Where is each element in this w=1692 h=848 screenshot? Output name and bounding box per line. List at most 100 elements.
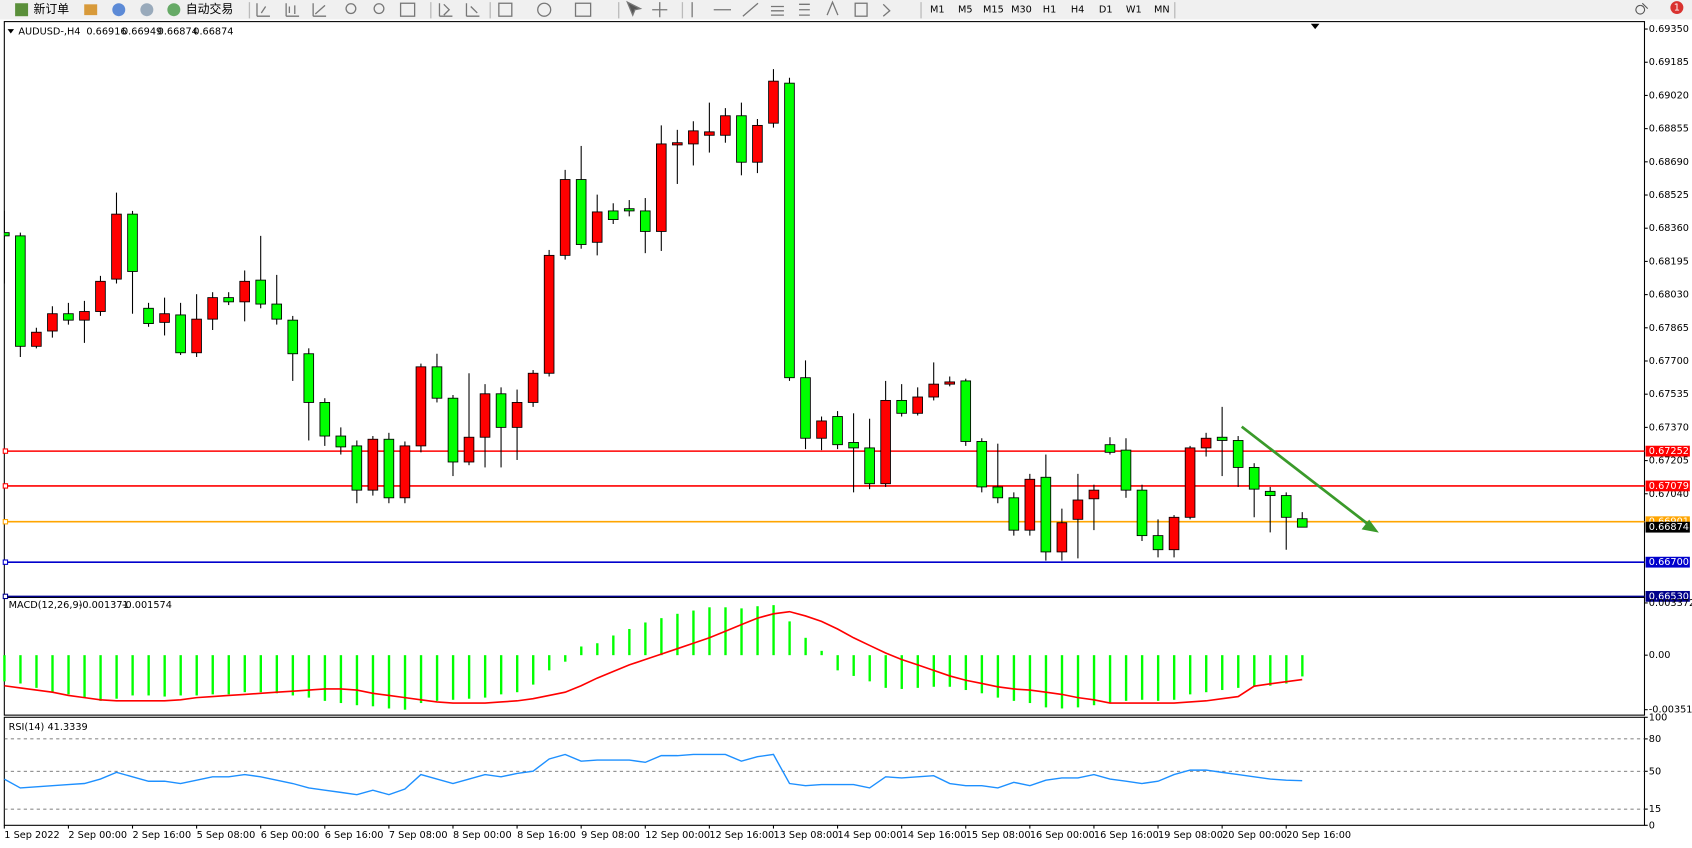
search-icon[interactable] [1635, 2, 1649, 15]
candle-body [623, 208, 635, 212]
icon[interactable] [373, 3, 385, 15]
icon[interactable] [498, 2, 513, 17]
macd-bar [419, 655, 423, 704]
candle-body [207, 297, 218, 320]
symbol-title: AUDUSD-,H4 [18, 26, 80, 37]
candle-body [255, 279, 266, 305]
macd-bar [1124, 655, 1128, 701]
candle-body [271, 303, 283, 320]
macd-bar [756, 606, 759, 656]
macd-bar [916, 655, 919, 688]
auto-trading-button[interactable]: 自动交易 [186, 2, 233, 16]
icon[interactable] [256, 3, 270, 17]
macd-value: -0.001371 [79, 600, 129, 611]
macd-bar [1237, 655, 1240, 688]
icon[interactable] [312, 3, 327, 17]
candle-body [1248, 466, 1260, 490]
icon[interactable] [799, 3, 810, 16]
icon[interactable] [882, 3, 891, 17]
candle-body [720, 115, 731, 136]
macd-bar [1044, 655, 1048, 708]
icon[interactable] [285, 3, 300, 17]
icon[interactable] [652, 2, 668, 18]
macd-bar [1140, 655, 1144, 700]
candle-body [880, 399, 891, 485]
icon[interactable] [438, 3, 453, 17]
macd-bar [852, 655, 855, 676]
candle-body [559, 179, 571, 256]
macd-bar [628, 628, 631, 656]
timeframe-button[interactable]: H4 [1071, 5, 1084, 16]
x-tick-label: 16 Sep 00:00 [1030, 830, 1095, 841]
macd-bar [1188, 655, 1192, 695]
y-tick-label: 15 [1649, 804, 1661, 815]
timeframe-button[interactable]: M5 [958, 5, 973, 16]
macd-bar [1092, 655, 1096, 706]
y-tick-label: 0.69185 [1649, 57, 1689, 68]
new-order-button[interactable]: 新订单 [33, 2, 69, 16]
icon[interactable] [770, 5, 784, 16]
price-level-handle [2, 519, 9, 525]
candle-body [912, 396, 923, 414]
candle-body [79, 311, 90, 321]
icon[interactable] [465, 3, 480, 17]
candle-body [1184, 447, 1196, 518]
macd-bar [1172, 655, 1176, 700]
timeframe-button[interactable]: M1 [930, 5, 945, 16]
macd-bar [339, 655, 343, 704]
icon[interactable] [574, 2, 592, 17]
candle-body [656, 143, 667, 232]
macd-bar [307, 655, 311, 698]
macd-bar [1012, 655, 1016, 701]
macd-bar [564, 655, 567, 662]
macd-bar [980, 655, 984, 694]
x-tick-label: 14 Sep 16:00 [902, 830, 967, 841]
trend-arrow-head [1361, 519, 1379, 533]
timeframe-button[interactable]: MN [1154, 5, 1170, 16]
candle-body [223, 297, 234, 303]
signal-line [4, 610, 1303, 704]
candle-body [479, 393, 491, 438]
macd-bar [243, 655, 246, 693]
timeframe-button[interactable]: H1 [1043, 5, 1056, 16]
toolbar-icon[interactable] [112, 3, 126, 17]
candle-body [864, 447, 875, 485]
candle-body [63, 313, 74, 321]
macd-bar [435, 655, 439, 701]
timeframe-button[interactable]: M30 [1011, 5, 1032, 16]
x-tick-label: 5 Sep 08:00 [197, 830, 256, 841]
macd-bar [403, 655, 407, 710]
ohlc-value: 0.66949 [122, 26, 162, 37]
macd-bar [467, 655, 471, 699]
toolbar: 新订单 自动交易 [0, 0, 1692, 20]
timeframe-button[interactable]: W1 [1126, 5, 1142, 16]
icon[interactable] [399, 2, 416, 17]
macd-bar [83, 655, 86, 698]
toolbar-icons [248, 0, 1176, 19]
icon[interactable] [537, 2, 552, 17]
icon[interactable] [742, 2, 759, 17]
x-tick-label: 16 Sep 16:00 [1094, 830, 1159, 841]
icon[interactable] [854, 2, 868, 17]
auto-trading-icon[interactable] [167, 3, 181, 17]
rsi-title: RSI(14) [9, 722, 45, 733]
icon[interactable] [345, 3, 357, 15]
alert-badge[interactable] [1670, 1, 1684, 15]
ohlc-value: 0.66874 [193, 26, 233, 37]
toolbar-icon[interactable] [140, 3, 154, 17]
timeframe-button[interactable]: D1 [1099, 5, 1113, 16]
timeframe-button[interactable]: M15 [983, 5, 1004, 16]
macd-bar [772, 605, 775, 656]
macd-bar [195, 655, 198, 696]
icon[interactable] [826, 0, 839, 16]
candle-body [127, 213, 138, 272]
x-tick-label: 7 Sep 08:00 [389, 830, 448, 841]
new-order-icon[interactable] [15, 3, 29, 17]
toolbar-icon[interactable] [84, 4, 98, 16]
icon[interactable] [626, 0, 643, 17]
panel-menu-marker [7, 29, 15, 34]
